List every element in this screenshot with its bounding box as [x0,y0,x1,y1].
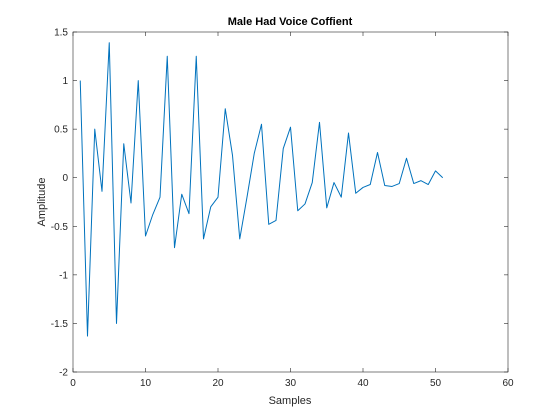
y-axis-label: Amplitude [36,178,48,227]
y-tick-label: 0 [62,173,68,184]
y-tick-label: -1.5 [51,319,69,330]
x-tick-label: 40 [357,378,369,389]
x-tick-label: 0 [70,378,76,389]
y-tick-label: -1 [59,270,68,281]
x-tick-label: 30 [285,378,297,389]
x-tick-labels: 0 10 20 30 40 50 60 [70,378,514,389]
x-tick-label: 50 [430,378,442,389]
y-tick-label: 1.5 [54,28,68,39]
x-tick-label: 60 [502,378,514,389]
y-tick-label: -0.5 [51,222,69,233]
axis-ticks [72,31,509,373]
y-tick-labels: -2 -1.5 -1 -0.5 0 0.5 1 1.5 [51,28,69,379]
y-tick-label: 1 [62,76,68,87]
plot-area [72,31,509,373]
y-tick-label: 0.5 [54,125,68,136]
x-axis-label: Samples [269,395,312,407]
series-line [79,42,444,337]
y-tick-label: -2 [59,368,68,379]
chart-title: Male Had Voice Coffient [228,16,353,28]
x-tick-label: 10 [140,378,152,389]
x-tick-label: 20 [212,378,224,389]
